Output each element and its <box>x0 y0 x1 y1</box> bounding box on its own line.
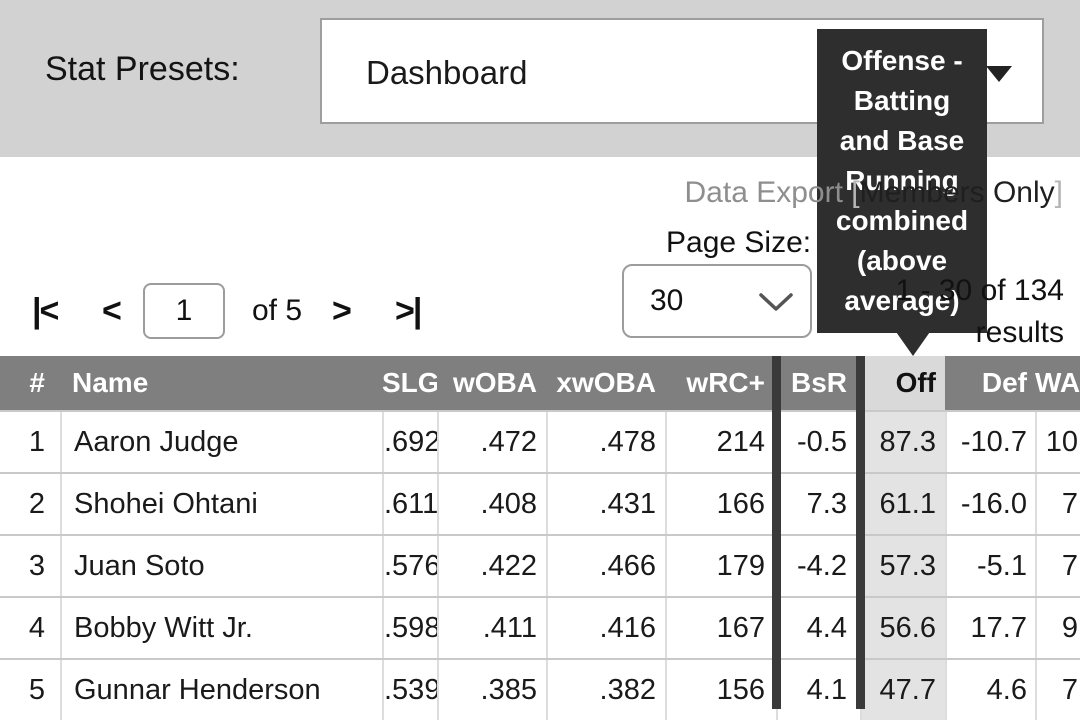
column-header-def[interactable]: Def <box>981 367 1027 398</box>
next-page-icon[interactable]: > <box>332 292 352 330</box>
column-header-rank[interactable]: # <box>29 367 45 398</box>
woba-cell: .408 <box>437 474 546 534</box>
slg-cell: .576 <box>382 536 437 596</box>
column-header-war[interactable]: WAR <box>1035 367 1080 398</box>
tooltip-arrow-down-icon <box>894 329 932 356</box>
first-page-icon[interactable]: |< <box>32 292 59 330</box>
rank-cell: 5 <box>28 674 45 706</box>
page-number-input[interactable] <box>143 283 225 339</box>
column-divider-bar <box>856 356 865 709</box>
off-cell: 87.3 <box>860 412 945 472</box>
rank-cell: 4 <box>28 612 45 644</box>
xwoba-cell: .466 <box>546 536 665 596</box>
column-divider-bar <box>772 356 781 709</box>
wrcplus-cell: 166 <box>665 474 776 534</box>
war-cell: 10 <box>1035 412 1080 472</box>
war-cell: 7 <box>1035 474 1080 534</box>
caret-down-icon <box>986 66 1012 82</box>
war-cell: 7 <box>1035 536 1080 596</box>
chevron-down-icon <box>758 292 794 319</box>
page-size-value: 30 <box>650 284 684 317</box>
wrcplus-cell: 156 <box>665 660 776 720</box>
table-row: 4 Bobby Witt Jr. .598 .411 .416 167 4.4 … <box>0 596 1080 658</box>
column-header-name[interactable]: Name <box>72 367 149 398</box>
table-row: 1 Aaron Judge .692 .472 .478 214 -0.5 87… <box>0 410 1080 472</box>
player-name-link[interactable]: Aaron Judge <box>60 412 382 472</box>
leaderboard-table: # Name SLG wOBA xwOBA wRC+ BsR Off Def W… <box>0 356 1080 720</box>
player-name-link[interactable]: Bobby Witt Jr. <box>60 598 382 658</box>
xwoba-cell: .416 <box>546 598 665 658</box>
woba-cell: .385 <box>437 660 546 720</box>
player-name-link[interactable]: Shohei Ohtani <box>60 474 382 534</box>
slg-cell: .539 <box>382 660 437 720</box>
rank-cell: 1 <box>28 426 45 458</box>
previous-page-icon[interactable]: < <box>102 292 122 330</box>
tooltip-line: combined <box>835 205 969 236</box>
wrcplus-cell: 167 <box>665 598 776 658</box>
off-cell: 57.3 <box>860 536 945 596</box>
slg-cell: .692 <box>382 412 437 472</box>
page-size-label: Page Size: <box>666 226 812 259</box>
tooltip-line: average) <box>844 285 960 316</box>
bracket-open: [ <box>842 176 860 209</box>
stat-presets-selected-value: Dashboard <box>366 54 528 91</box>
bsr-cell: 4.4 <box>776 598 860 658</box>
wrcplus-cell: 179 <box>665 536 776 596</box>
results-count: 1 - 30 of 134 results <box>896 270 1064 354</box>
tooltip-line: Offense - <box>841 45 963 76</box>
wrcplus-cell: 214 <box>665 412 776 472</box>
def-cell: 4.6 <box>945 660 1035 720</box>
data-export-link[interactable]: Data Export [Members Only] <box>685 176 1063 210</box>
def-cell: -5.1 <box>945 536 1035 596</box>
results-line1: 1 - 30 of 134 <box>895 274 1064 307</box>
column-header-off-highlighted[interactable]: Off <box>860 356 945 410</box>
table-row: 2 Shohei Ohtani .611 .408 .431 166 7.3 6… <box>0 472 1080 534</box>
def-cell: 17.7 <box>945 598 1035 658</box>
woba-cell: .411 <box>437 598 546 658</box>
off-cell: 47.7 <box>860 660 945 720</box>
off-cell: 56.6 <box>860 598 945 658</box>
column-header-woba[interactable]: wOBA <box>453 367 537 398</box>
rank-cell: 2 <box>28 488 45 520</box>
bsr-cell: -4.2 <box>776 536 860 596</box>
bsr-cell: 7.3 <box>776 474 860 534</box>
rank-cell: 3 <box>28 550 45 582</box>
table-row: 5 Gunnar Henderson .539 .385 .382 156 4.… <box>0 658 1080 720</box>
slg-cell: .598 <box>382 598 437 658</box>
def-cell: -16.0 <box>945 474 1035 534</box>
tooltip-line: Running <box>845 165 959 196</box>
column-header-wrcplus[interactable]: wRC+ <box>686 367 765 398</box>
war-cell: 9 <box>1035 598 1080 658</box>
off-column-tooltip: Offense - Batting and Base Running combi… <box>817 29 987 333</box>
members-only-label: Members Only <box>859 176 1055 209</box>
xwoba-cell: .382 <box>546 660 665 720</box>
page-size-select[interactable]: 30 <box>622 264 812 338</box>
woba-cell: .422 <box>437 536 546 596</box>
column-header-bsr[interactable]: BsR <box>790 367 847 398</box>
tooltip-line: and Base <box>839 125 965 156</box>
player-name-link[interactable]: Gunnar Henderson <box>60 660 382 720</box>
results-line2: results <box>975 316 1064 349</box>
last-page-icon[interactable]: >| <box>395 292 422 330</box>
xwoba-cell: .431 <box>546 474 665 534</box>
off-cell: 61.1 <box>860 474 945 534</box>
woba-cell: .472 <box>437 412 546 472</box>
slg-cell: .611 <box>382 474 437 534</box>
xwoba-cell: .478 <box>546 412 665 472</box>
bsr-cell: 4.1 <box>776 660 860 720</box>
data-export-label: Data Export <box>684 176 843 209</box>
column-header-xwoba[interactable]: xwOBA <box>556 367 656 398</box>
bracket-close: ] <box>1054 176 1063 209</box>
column-header-slg[interactable]: SLG <box>382 367 437 398</box>
def-cell: -10.7 <box>945 412 1035 472</box>
tooltip-line: (above <box>856 245 948 276</box>
bsr-cell: -0.5 <box>776 412 860 472</box>
table-row: 3 Juan Soto .576 .422 .466 179 -4.2 57.3… <box>0 534 1080 596</box>
player-name-link[interactable]: Juan Soto <box>60 536 382 596</box>
page-count-label: of 5 <box>252 294 303 327</box>
war-cell: 7 <box>1035 660 1080 720</box>
table-header-row: # Name SLG wOBA xwOBA wRC+ BsR Off Def W… <box>0 356 1080 410</box>
stat-presets-label: Stat Presets: <box>45 50 240 88</box>
tooltip-line: Batting <box>853 85 951 116</box>
